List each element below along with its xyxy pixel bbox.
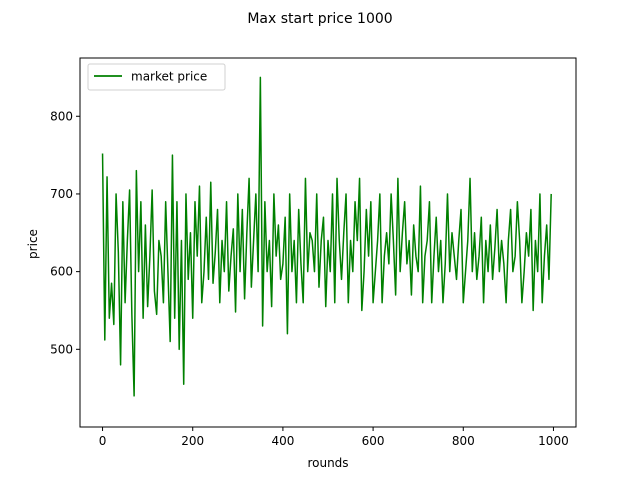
y-tick-label: 500	[50, 342, 73, 356]
legend-box	[87, 63, 226, 91]
x-tick-label: 800	[452, 434, 475, 448]
x-axis-label: rounds	[307, 456, 348, 470]
y-tick-label: 700	[50, 187, 73, 201]
x-tick-label: 400	[271, 434, 294, 448]
legend-label: market price	[131, 70, 207, 84]
plot-area	[79, 57, 577, 428]
x-tick-label: 1000	[538, 434, 569, 448]
y-tick-label: 600	[50, 265, 73, 279]
x-tick-label: 0	[99, 434, 107, 448]
x-tick-label: 600	[362, 434, 385, 448]
y-tick-label: 800	[50, 109, 73, 123]
series-line-market-price	[101, 76, 552, 397]
plot-frame-border	[79, 57, 577, 428]
x-axis: 0 200 400 600 800 1000	[99, 427, 569, 448]
series-layer	[101, 76, 552, 397]
y-axis: 500 600 700 800	[50, 109, 80, 356]
y-axis-label: price	[26, 229, 40, 259]
x-tick-label: 200	[181, 434, 204, 448]
chart-title: Max start price 1000	[247, 11, 392, 27]
legend: market price	[87, 63, 226, 91]
